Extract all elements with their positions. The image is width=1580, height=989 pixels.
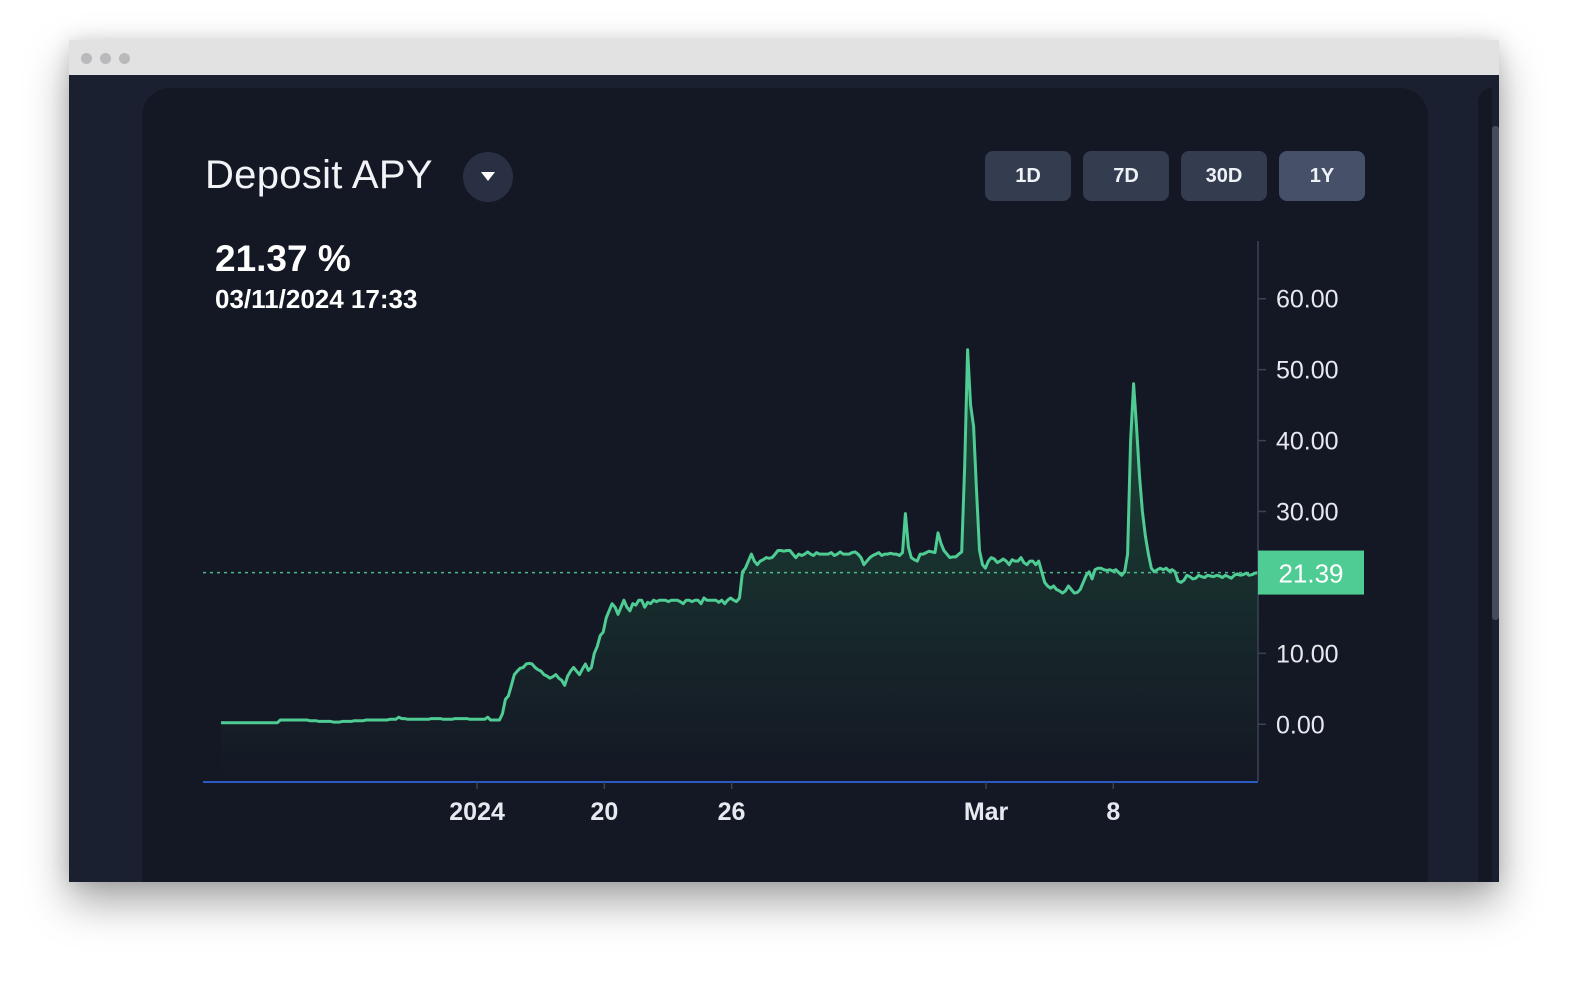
y-tick-label: 60.00 (1276, 286, 1339, 314)
y-tick-label: 30.00 (1276, 499, 1339, 527)
x-tick-label: 26 (718, 798, 746, 826)
last-value-tag (1258, 550, 1364, 595)
window-minimize-dot[interactable] (100, 53, 111, 64)
y-tick-label: 40.00 (1276, 428, 1339, 456)
apy-area-chart[interactable]: 60.0050.0040.0030.0020.0010.000.00202420… (142, 88, 1428, 882)
metric-dropdown-button[interactable] (463, 152, 513, 202)
last-value-tag-label: 21.39 (1278, 559, 1343, 589)
window-close-dot[interactable] (81, 53, 92, 64)
current-value: 21.37 % (215, 238, 351, 279)
x-tick-label: 20 (590, 798, 618, 826)
range-button-7d[interactable]: 7D (1083, 151, 1169, 201)
x-tick-label: 8 (1106, 798, 1120, 826)
window-titlebar (69, 40, 1499, 75)
x-tick-label: Mar (964, 798, 1009, 826)
side-panel-edge (1478, 88, 1492, 882)
range-button-1d[interactable]: 1D (985, 151, 1071, 201)
caret-down-icon (481, 172, 495, 181)
range-button-30d[interactable]: 30D (1181, 151, 1267, 201)
current-timestamp: 03/11/2024 17:33 (215, 284, 418, 314)
scrollbar-thumb[interactable] (1492, 126, 1499, 620)
y-tick-label: 0.00 (1276, 711, 1325, 739)
window-zoom-dot[interactable] (119, 53, 130, 64)
range-button-1y[interactable]: 1Y (1279, 151, 1365, 201)
apy-series-line (221, 348, 1259, 725)
chart-title: Deposit APY (205, 153, 433, 197)
apy-area-fill (221, 349, 1258, 781)
x-tick-label: 2024 (449, 798, 505, 826)
y-tick-label: 50.00 (1276, 357, 1339, 385)
y-tick-label: 10.00 (1276, 640, 1339, 668)
apy-chart-card: Deposit APY 1D 7D 30D 1Y 21.37 % 03/11/2… (142, 88, 1428, 882)
browser-window: Deposit APY 1D 7D 30D 1Y 21.37 % 03/11/2… (69, 40, 1499, 882)
